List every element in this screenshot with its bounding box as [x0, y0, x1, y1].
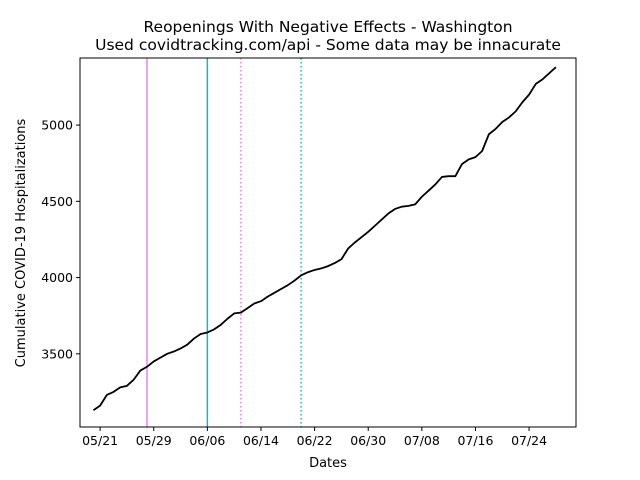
x-tick-label: 05/21	[82, 433, 118, 448]
y-tick-label: 5000	[41, 118, 73, 133]
series-layer	[92, 66, 557, 411]
y-tick-label: 4000	[41, 270, 73, 285]
y-tick-label: 4500	[41, 194, 73, 209]
x-tick-label: 07/24	[511, 433, 547, 448]
chart-title: Reopenings With Negative Effects - Washi…	[143, 18, 512, 36]
plot-frame	[79, 57, 577, 428]
chart-subtitle: Used covidtracking.com/api - Some data m…	[95, 36, 561, 54]
x-tick-label: 06/30	[350, 433, 386, 448]
x-axis-label: Dates	[309, 456, 347, 471]
x-tick-label: 07/08	[404, 433, 440, 448]
x-tick-label: 06/22	[297, 433, 333, 448]
x-tick-label: 05/29	[136, 433, 172, 448]
x-tick-label: 07/16	[457, 433, 493, 448]
y-tick-label: 3500	[41, 346, 73, 361]
y-axis-ticks: 3500 4000 4500 5000	[41, 118, 80, 361]
series-line-1	[92, 66, 557, 411]
x-tick-label: 06/14	[243, 433, 279, 448]
x-tick-label: 06/06	[189, 433, 225, 448]
x-axis-ticks: 05/21 05/29 06/06 06/14 06/22 06/30 07/08 07/16…	[82, 427, 547, 448]
reference-lines	[146, 58, 302, 427]
y-axis-label: Cumulative COVID-19 Hospitalizations	[14, 118, 29, 367]
